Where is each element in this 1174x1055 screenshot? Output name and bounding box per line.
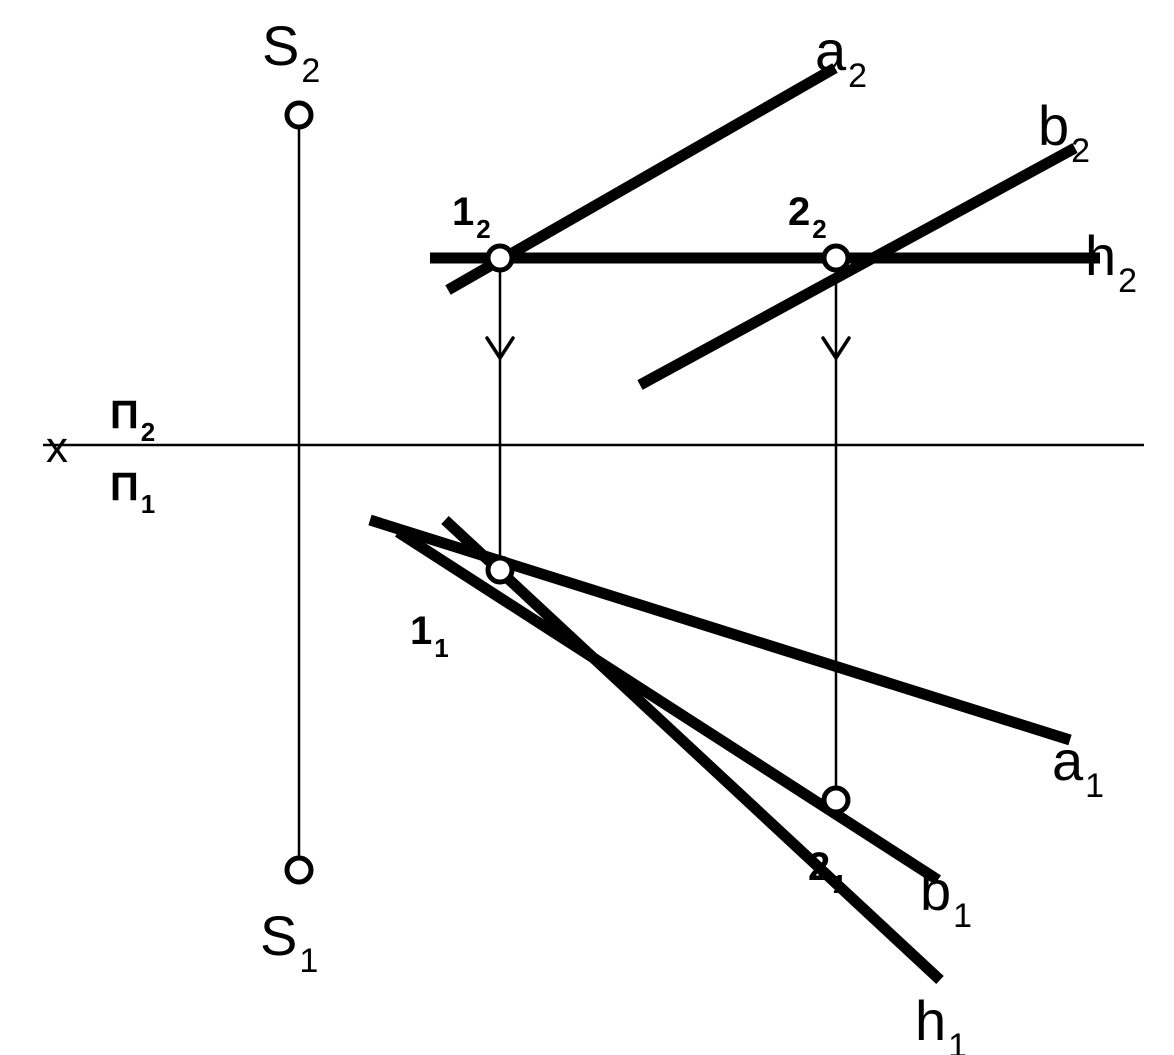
label-pi1: П1 bbox=[110, 465, 155, 519]
label-x: x bbox=[46, 423, 68, 472]
label-2-2: 22 bbox=[788, 190, 827, 244]
point-2-2 bbox=[824, 246, 848, 270]
point-1-1 bbox=[488, 558, 512, 582]
point-S2 bbox=[287, 103, 311, 127]
label-S2: S2 bbox=[262, 14, 320, 90]
label-a1: a1 bbox=[1052, 729, 1104, 805]
label-1-2: 12 bbox=[452, 190, 491, 244]
label-h2: h2 bbox=[1085, 224, 1137, 300]
label-1-1: 11 bbox=[410, 609, 449, 663]
label-h1: h1 bbox=[915, 989, 967, 1055]
label-b1: b1 bbox=[920, 859, 972, 935]
point-1-2 bbox=[488, 246, 512, 270]
point-2-1 bbox=[824, 788, 848, 812]
label-pi2: П2 bbox=[110, 393, 155, 447]
label-2-1: 21 bbox=[808, 845, 847, 899]
label-S1: S1 bbox=[260, 904, 318, 980]
point-S1 bbox=[287, 858, 311, 882]
line-h1 bbox=[445, 520, 940, 980]
line-b1 bbox=[398, 532, 938, 880]
line-b2 bbox=[640, 148, 1075, 385]
label-a2: a2 bbox=[815, 19, 867, 95]
